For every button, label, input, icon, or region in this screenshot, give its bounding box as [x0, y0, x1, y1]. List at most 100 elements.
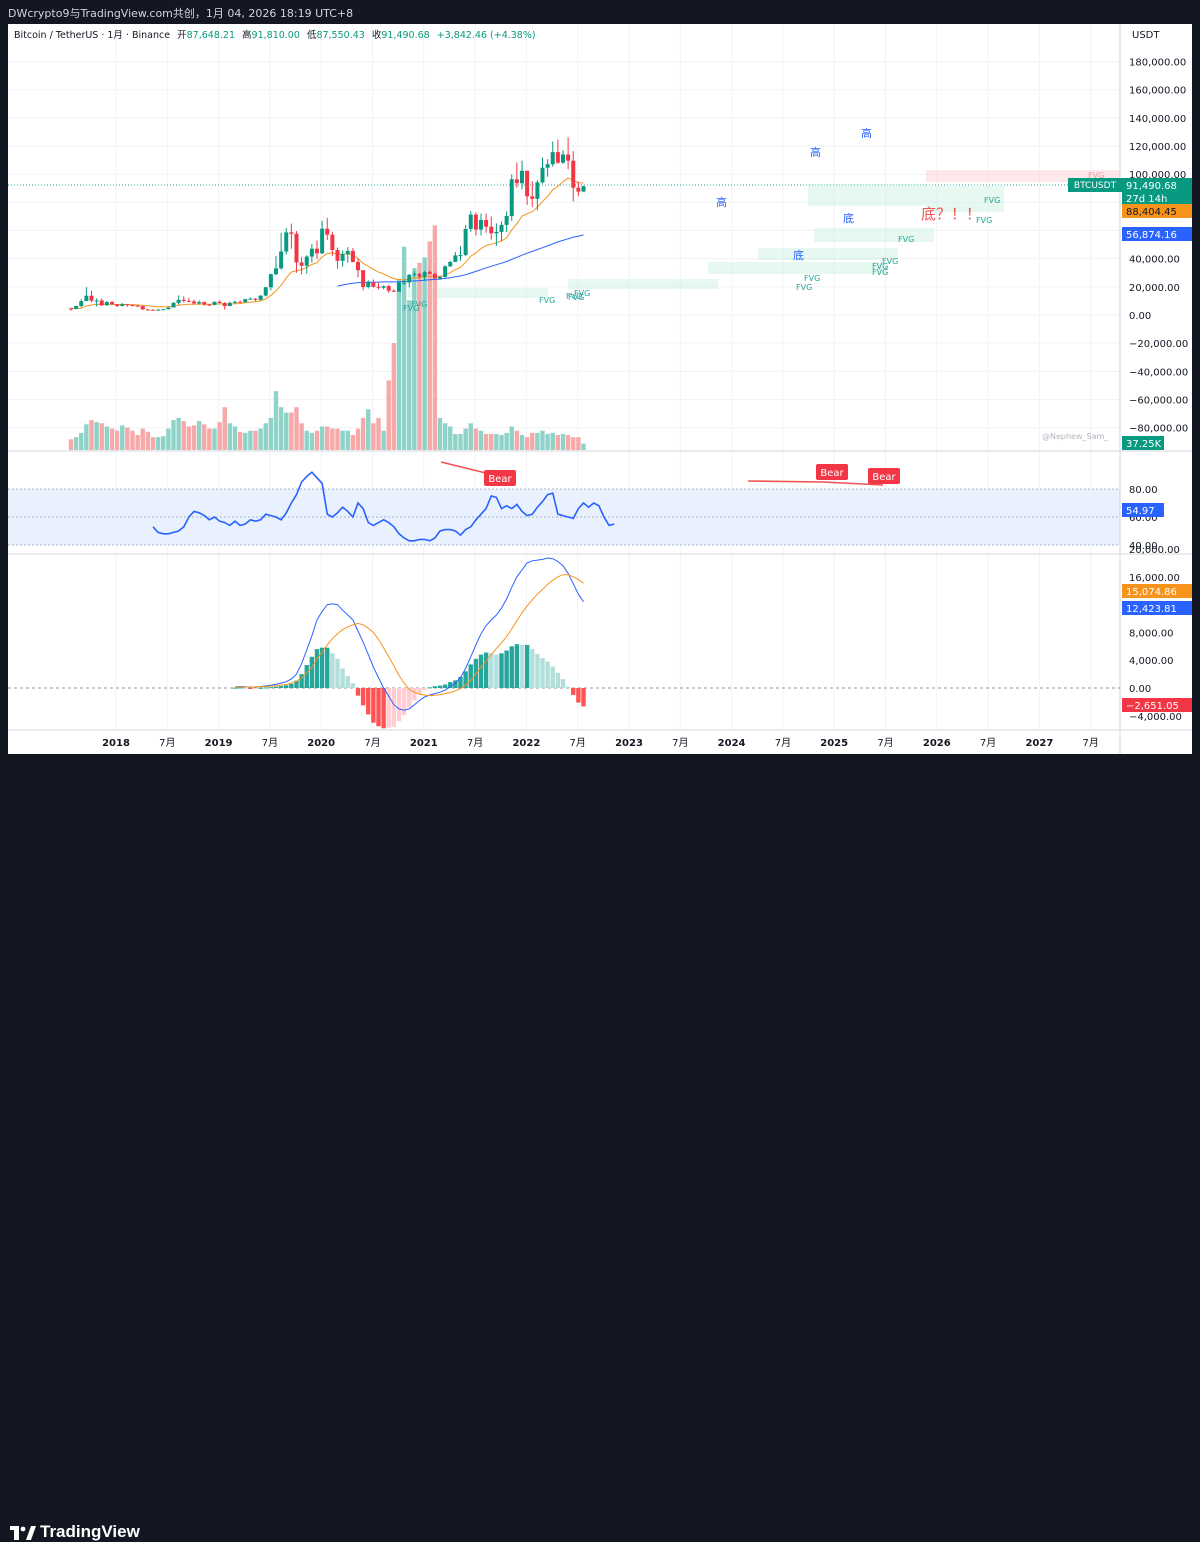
candle	[140, 305, 145, 310]
volume-bar	[448, 426, 453, 450]
volume-bar	[227, 423, 233, 450]
macd-hist-bar	[309, 656, 315, 688]
macd-hist-bar	[571, 688, 576, 695]
candle	[309, 243, 314, 263]
candle	[151, 309, 155, 311]
volume-bar	[263, 423, 268, 450]
macd-hist-bar	[335, 658, 340, 688]
ema-fast-line	[70, 177, 584, 310]
legend: Bitcoin / TetherUS · 1月 · Binance 开87,64…	[14, 29, 536, 41]
candle	[202, 301, 207, 306]
candle	[289, 223, 294, 249]
macd-hist-badge: −2,651.05	[1122, 698, 1192, 712]
candle	[145, 309, 150, 311]
volume-bar	[463, 428, 468, 450]
volume-bar	[79, 432, 84, 450]
candles	[69, 137, 586, 311]
macd-tick: 0.00	[1129, 684, 1151, 695]
time-tick: 2019	[205, 738, 233, 749]
volume-bar	[248, 430, 253, 450]
candle-body	[366, 282, 371, 287]
candle	[356, 258, 360, 278]
candle-body	[561, 154, 565, 163]
candle	[120, 303, 125, 307]
volume-bar	[530, 432, 535, 450]
price-tick: 160,000.00	[1129, 86, 1186, 97]
candle	[110, 300, 114, 306]
svg-text:88,404.45: 88,404.45	[1126, 207, 1177, 218]
bear-label: Bear	[868, 468, 900, 484]
candle-body	[335, 249, 340, 261]
macd-hist-bar	[391, 688, 397, 727]
macd-hist-bar	[463, 671, 468, 688]
volume-bar	[560, 433, 566, 450]
macd-axis-ticks: 20,000.00 16,000.00 8,000.00 4,000.00 0.00 −4…	[1129, 545, 1182, 723]
time-tick: 7月	[775, 737, 791, 749]
candle	[222, 302, 227, 310]
macd-hist-bar	[263, 687, 268, 689]
volume-bar	[565, 435, 571, 450]
volume-bar	[345, 430, 350, 450]
candle	[345, 247, 350, 263]
candle	[458, 246, 463, 261]
candle-body	[550, 152, 555, 165]
candle-body	[176, 299, 181, 303]
volume-bar	[540, 430, 545, 450]
macd-hist-bar	[294, 680, 299, 688]
rsi-tick: 80.00	[1129, 485, 1158, 496]
rsi-tick: 40.00	[1129, 541, 1158, 552]
candle-body	[494, 231, 499, 234]
svg-text:FVG: FVG	[872, 268, 888, 277]
volume-badge: 37.25K	[1122, 436, 1164, 450]
candle	[335, 247, 340, 269]
candle-body	[248, 298, 253, 300]
macd-hist-bar	[330, 653, 335, 688]
volume-bar	[355, 428, 361, 450]
volume-bar	[99, 423, 104, 450]
candle-body	[156, 309, 161, 311]
candle	[438, 275, 442, 280]
price-tick: 40,000.00	[1129, 255, 1180, 266]
candle	[504, 211, 509, 233]
macd-hist-bar	[314, 649, 320, 688]
candle-body	[514, 179, 519, 184]
candle	[176, 295, 181, 305]
volume-bar	[494, 433, 499, 450]
macd-signal-badge: 15,074.86	[1122, 584, 1192, 598]
bottom-label: 底	[793, 248, 804, 262]
macd-tick: 8,000.00	[1129, 628, 1174, 639]
candle	[320, 220, 325, 255]
candle-body	[115, 304, 120, 306]
candle	[407, 273, 412, 288]
candle-body	[458, 255, 463, 257]
candle	[115, 304, 120, 307]
macd-hist-bar	[350, 683, 356, 688]
macd-hist-bar	[499, 653, 504, 688]
bear-label: Bear	[816, 464, 848, 480]
candle	[161, 309, 166, 311]
chart-area[interactable]: Bear Bear Bear FVG FVG FVG FVG FVG FVG F…	[8, 24, 1192, 754]
candle-body	[299, 262, 304, 266]
macd-hist-bar	[535, 653, 540, 688]
svg-text:FVG: FVG	[1088, 171, 1104, 180]
volume-bar	[514, 430, 520, 450]
volume-bar	[284, 412, 289, 450]
candle-body	[304, 256, 309, 266]
time-tick: 2024	[718, 738, 746, 749]
candle	[74, 305, 79, 310]
volume-bar	[325, 426, 330, 450]
time-tick: 2027	[1025, 738, 1053, 749]
volume-bar	[340, 430, 345, 450]
svg-text:FVG: FVG	[984, 196, 1000, 205]
macd-hist-bar	[371, 688, 376, 723]
candle-body	[99, 300, 104, 306]
macd-hist-bar	[412, 688, 417, 701]
candle-body	[463, 228, 468, 256]
svg-text:FVG: FVG	[403, 304, 419, 313]
candle	[79, 299, 84, 308]
volume-bar	[509, 426, 514, 450]
candle	[448, 260, 453, 267]
chart-svg[interactable]: Bear Bear Bear FVG FVG FVG FVG FVG FVG F…	[8, 24, 1192, 754]
svg-text:FVG: FVG	[872, 262, 888, 271]
volume-bar	[202, 424, 207, 450]
